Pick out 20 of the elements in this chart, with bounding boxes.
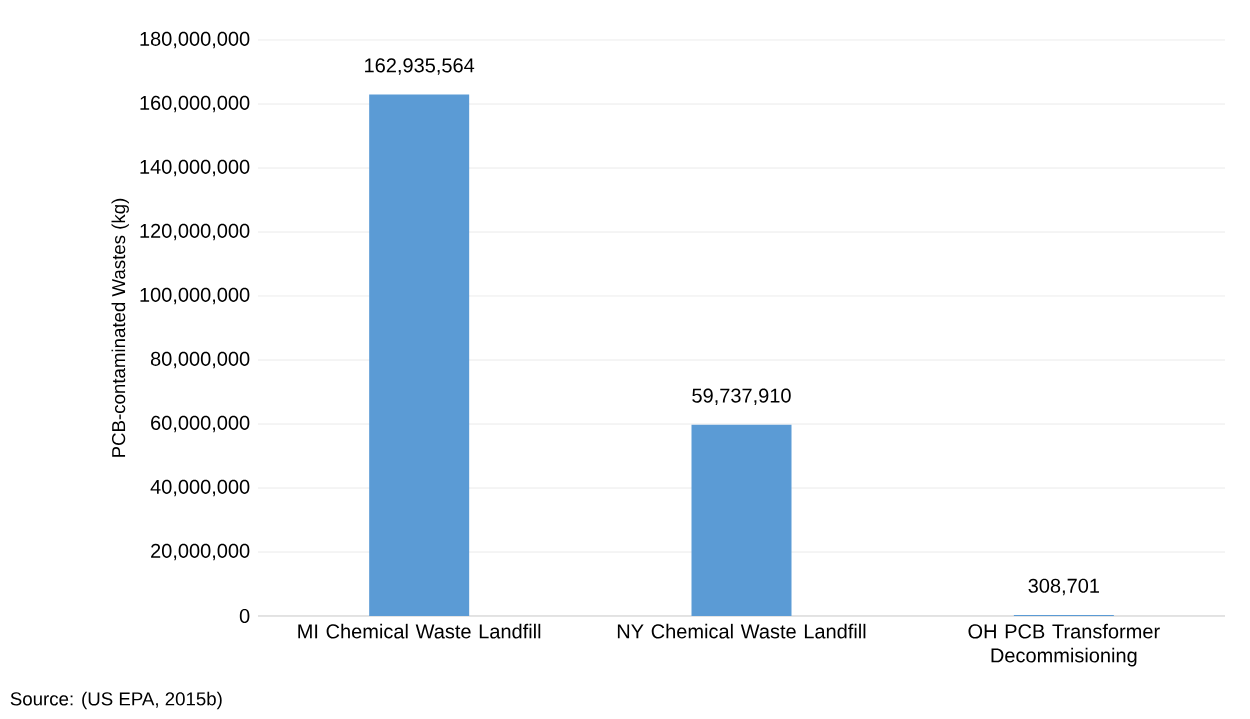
x-tick-label: OH PCB Transformer Decommisioning [968, 623, 1160, 667]
bar [691, 424, 792, 616]
y-tick-label: 0 [239, 608, 250, 624]
x-tick-label: NY Chemical Waste Landfill [617, 623, 866, 639]
y-tick-label: 60,000,000 [151, 415, 250, 433]
data-label: 59,737,910 [692, 388, 791, 406]
data-label: 308,701 [1028, 578, 1099, 596]
bar [369, 94, 470, 616]
source-note: Source: (US EPA, 2015b) [10, 691, 222, 710]
y-tick-label: 160,000,000 [140, 95, 250, 113]
y-tick-label: 80,000,000 [150, 351, 250, 369]
y-axis-title: PCB-contaminated Wastes (kg) [111, 198, 129, 457]
y-tick-label: 40,000,000 [150, 479, 250, 497]
y-tick-label: 100,000,000 [140, 287, 250, 305]
y-tick-label: 180,000,000 [140, 31, 250, 49]
data-label: 162,935,564 [365, 58, 475, 75]
x-tick-label: MI Chemical Waste Landfill [298, 623, 541, 639]
y-tick-label: 120,000,000 [140, 223, 250, 241]
y-tick-label: 20,000,000 [151, 543, 250, 561]
y-tick-label: 140,000,000 [140, 159, 250, 177]
